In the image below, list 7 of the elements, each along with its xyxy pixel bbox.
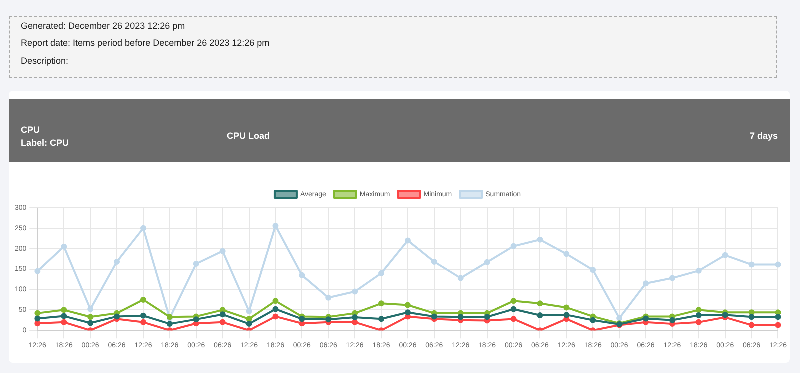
text: Label: CPU [21, 138, 70, 148]
text: Description: [21, 56, 69, 66]
text: CPU [21, 125, 40, 135]
text: 7 days [750, 131, 778, 141]
text: Report date: Items period before December 26 2023 12:26 pm [21, 38, 270, 48]
chart-title: CPU Load [227, 131, 270, 141]
text: Generated: December 26 2023 12:26 pm [21, 21, 186, 31]
